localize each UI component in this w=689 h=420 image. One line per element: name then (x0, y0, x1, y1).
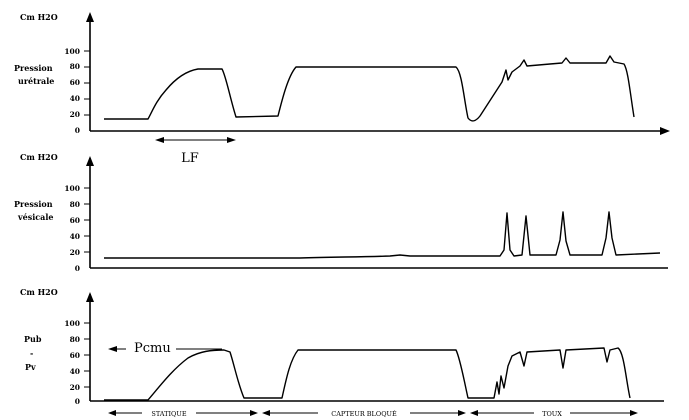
tick-100: 100 (64, 47, 80, 56)
y-axis-arrow-uretrale (86, 12, 94, 22)
phase-bar: STATIQUE CAPTEUR BLOQUÉ TOUX (108, 408, 638, 418)
unit-label-vesicale: Cm H2O (20, 152, 58, 162)
tick-60: 60 (70, 78, 80, 87)
tick-40: 40 (70, 94, 80, 103)
tick-40: 40 (70, 232, 80, 241)
y-axis-arrow-difference (86, 292, 94, 302)
side-label-uretrale-2: urétrale (18, 76, 54, 86)
trace-uretrale (104, 55, 635, 122)
tick-20: 20 (70, 383, 80, 392)
lf-label: LF (181, 151, 199, 166)
phase-capteur-bloque: CAPTEUR BLOQUÉ (331, 409, 397, 418)
y-ticks-difference: 100 80 60 40 20 0 (64, 319, 90, 406)
tick-80: 80 (70, 62, 80, 71)
pcmu-annotation: Pcmu (108, 337, 222, 356)
y-ticks-vesicale: 100 80 60 40 20 0 (64, 184, 90, 273)
pcmu-label: Pcmu (134, 341, 171, 356)
tick-60: 60 (70, 351, 80, 360)
trace-vesicale (104, 211, 661, 259)
y-ticks-uretrale: 100 80 60 40 20 0 (64, 47, 90, 135)
phase-statique: STATIQUE (151, 410, 186, 418)
side-label-vesicale-2: vésicale (17, 212, 53, 222)
tick-20: 20 (70, 110, 80, 119)
tick-0: 0 (75, 264, 80, 273)
panel-uretrale: Cm H2O Pression urétrale 100 80 60 40 20… (14, 12, 670, 166)
unit-label-difference: Cm H2O (20, 287, 58, 297)
phase-toux: TOUX (542, 410, 562, 418)
tick-80: 80 (70, 335, 80, 344)
tick-80: 80 (70, 200, 80, 209)
y-axis-arrow-vesicale (86, 156, 94, 166)
side-label-difference-2: - (30, 348, 33, 358)
unit-label-uretrale: Cm H2O (20, 12, 58, 22)
tick-100: 100 (64, 184, 80, 193)
side-label-difference-3: Pv (25, 362, 36, 372)
tick-0: 0 (75, 126, 80, 135)
x-axis-arrow-uretrale (660, 127, 670, 135)
side-label-uretrale-1: Pression (14, 63, 53, 73)
tick-40: 40 (70, 367, 80, 376)
tick-0: 0 (75, 397, 80, 406)
tick-20: 20 (70, 248, 80, 257)
tick-60: 60 (70, 216, 80, 225)
panel-vesicale: Cm H2O Pression vésicale 100 80 60 40 20… (14, 152, 668, 273)
panel-difference: Cm H2O Pub - Pv 100 80 60 40 20 0 Pcmu (20, 287, 664, 418)
tick-100: 100 (64, 319, 80, 328)
lf-annotation: LF (155, 137, 236, 166)
trace-difference (104, 347, 631, 401)
side-label-vesicale-1: Pression (14, 199, 53, 209)
side-label-difference-1: Pub (24, 334, 42, 344)
